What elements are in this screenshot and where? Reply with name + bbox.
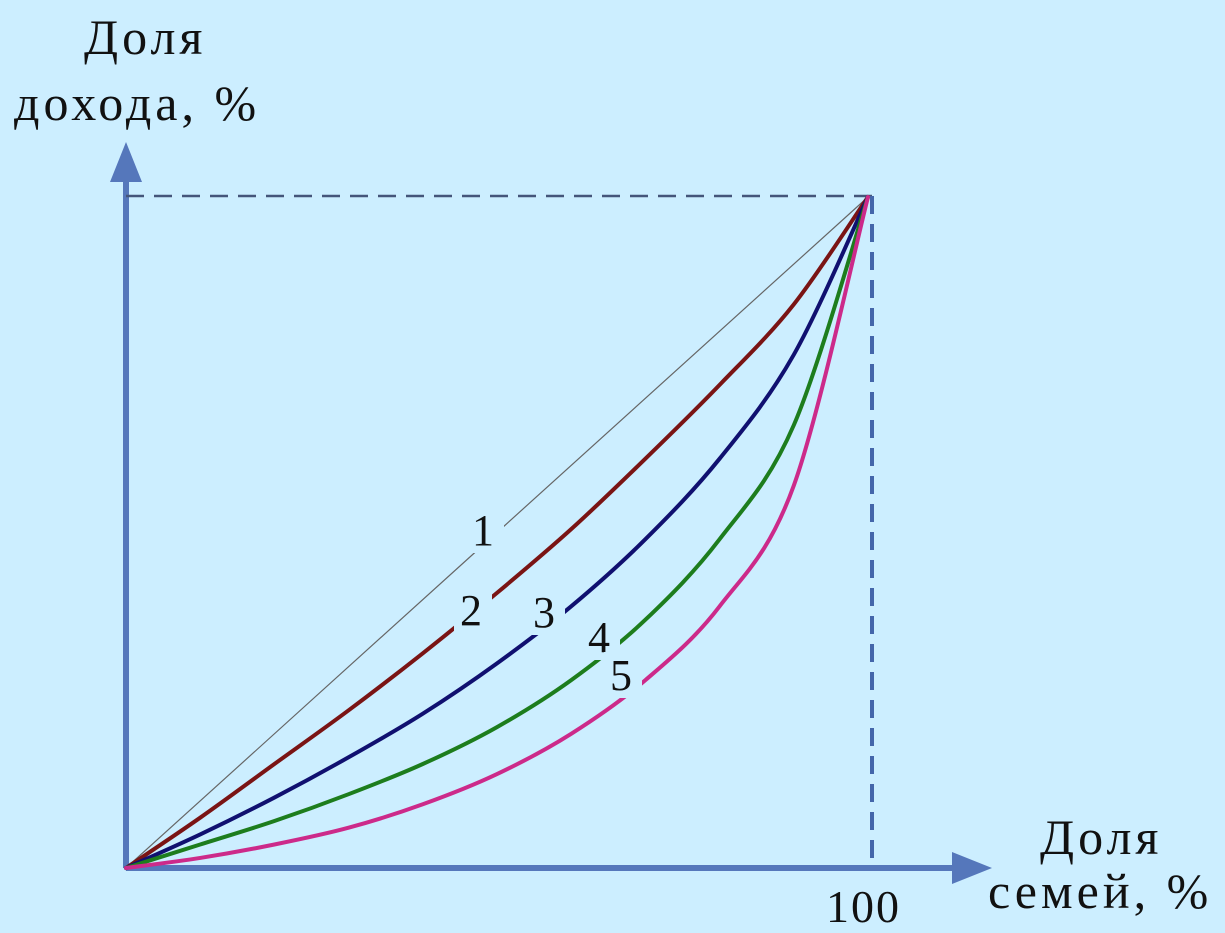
series-line-3 [124, 195, 870, 870]
series-label-layer: 1 2 345 [454, 506, 642, 700]
y-axis-arrowhead [110, 142, 142, 182]
series-label-2: 2 [460, 586, 482, 635]
series-label-bg-5 [604, 652, 642, 698]
y-axis-title-line2: дохода, % [14, 75, 261, 131]
series-label-bg-2 [454, 587, 492, 633]
series-label-3: 3 [533, 588, 555, 637]
series-label-4: 4 [588, 613, 610, 662]
series-line-2 [124, 195, 870, 870]
y-axis-title-line1: Доля [84, 9, 207, 65]
series-label-1: 1 [472, 506, 494, 555]
x-axis-title-line1: Доля [1040, 809, 1163, 865]
series-line-4 [124, 195, 870, 870]
series-line-5 [124, 195, 870, 870]
x-axis-title-line2: семей, % [988, 863, 1213, 919]
series-label-bg-3 [527, 589, 565, 635]
series-label-5: 5 [610, 651, 632, 700]
x-axis-arrowhead [952, 852, 992, 884]
series-label-bg-1 [466, 507, 504, 553]
x-tick-label-100: 100 [826, 881, 901, 932]
